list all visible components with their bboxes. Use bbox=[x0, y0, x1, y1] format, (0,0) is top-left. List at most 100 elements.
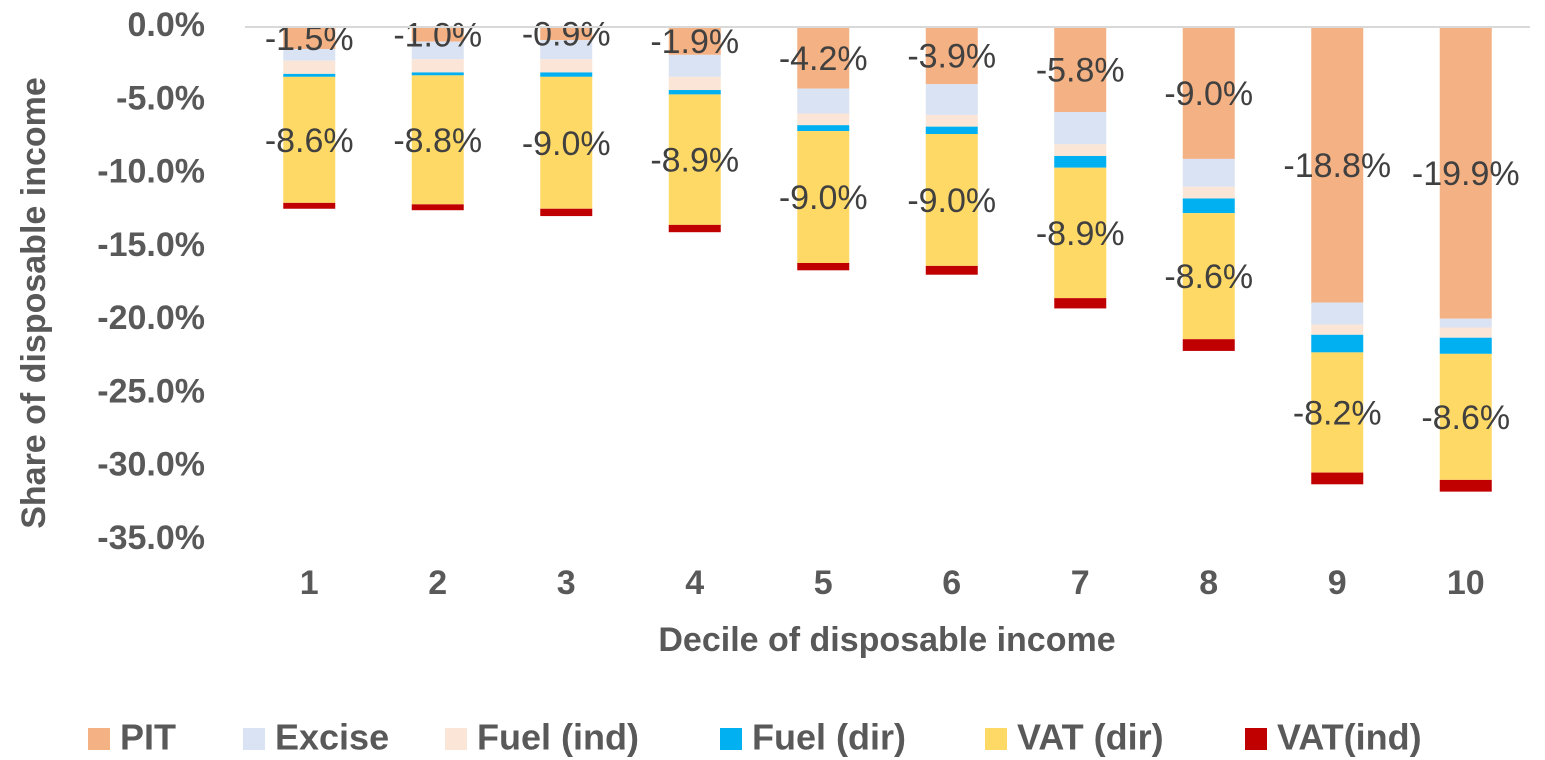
y-tick-label: -10.0% bbox=[97, 153, 205, 191]
bar-segment bbox=[1439, 27, 1492, 319]
bar-segment bbox=[540, 40, 593, 60]
data-label: -9.0% bbox=[779, 179, 868, 217]
bar-segment bbox=[1054, 155, 1107, 168]
bar-segment bbox=[1054, 27, 1107, 113]
x-axis-title: Decile of disposable income bbox=[658, 621, 1115, 659]
data-label: -8.2% bbox=[1293, 394, 1382, 432]
x-tick-label: 3 bbox=[557, 564, 576, 602]
data-label: -1.0% bbox=[393, 16, 482, 54]
data-label: -3.9% bbox=[907, 38, 996, 76]
bar-segment bbox=[411, 75, 464, 205]
bar-segment bbox=[411, 27, 464, 42]
legend-swatch bbox=[445, 728, 467, 750]
data-label: -8.8% bbox=[393, 122, 482, 160]
data-label: -18.8% bbox=[1283, 147, 1391, 185]
data-label: -8.9% bbox=[650, 142, 739, 180]
bar-segment bbox=[925, 126, 978, 134]
bar-segment bbox=[283, 73, 336, 77]
x-tick-label: 8 bbox=[1199, 564, 1218, 602]
x-tick-label: 2 bbox=[428, 564, 447, 602]
x-tick-label: 9 bbox=[1328, 564, 1347, 602]
x-tick-label: 1 bbox=[300, 564, 319, 602]
bar-segment bbox=[1182, 158, 1235, 187]
legend-label: Fuel (dir) bbox=[752, 717, 906, 758]
legend-label: Fuel (ind) bbox=[477, 717, 639, 758]
legend-label: VAT(ind) bbox=[1277, 717, 1422, 758]
legend-swatch bbox=[88, 728, 110, 750]
bar-segment bbox=[1182, 27, 1235, 159]
bar-segment bbox=[1439, 337, 1492, 354]
bar-segment bbox=[1054, 167, 1107, 299]
bar-segment bbox=[1439, 479, 1492, 492]
bar-segment bbox=[1182, 186, 1235, 199]
bar-segment bbox=[925, 27, 978, 85]
bar-segment bbox=[411, 41, 464, 60]
y-tick-label: -5.0% bbox=[116, 79, 205, 117]
data-label: -19.9% bbox=[1412, 155, 1520, 193]
bar-segment bbox=[411, 204, 464, 211]
bar-segment bbox=[540, 72, 593, 77]
data-label: -1.5% bbox=[265, 20, 354, 58]
data-label: -5.8% bbox=[1036, 51, 1125, 89]
bar-segment bbox=[797, 113, 850, 126]
bar-segment bbox=[283, 202, 336, 209]
bar-segment bbox=[668, 90, 721, 95]
bar-segment bbox=[668, 76, 721, 91]
bar-segment bbox=[411, 72, 464, 76]
bar-segment bbox=[1311, 334, 1364, 353]
y-tick-label: -20.0% bbox=[97, 299, 205, 337]
bar-segment bbox=[540, 208, 593, 217]
bar-segment bbox=[797, 27, 850, 89]
legend-label: Excise bbox=[275, 717, 389, 758]
data-label: -9.0% bbox=[1164, 75, 1253, 113]
bar-segment bbox=[283, 27, 336, 49]
data-label: -4.2% bbox=[779, 40, 868, 78]
bar-segment bbox=[1311, 324, 1364, 335]
bar-segment bbox=[668, 27, 721, 55]
x-tick-label: 7 bbox=[1071, 564, 1090, 602]
y-tick-label: -25.0% bbox=[97, 372, 205, 410]
data-label: -8.6% bbox=[1421, 399, 1510, 437]
bar-segment bbox=[668, 54, 721, 77]
bar-segment bbox=[925, 133, 978, 266]
x-tick-label: 5 bbox=[814, 564, 833, 602]
bar-segment bbox=[540, 27, 593, 41]
bar-segment bbox=[1311, 472, 1364, 485]
bar-segment bbox=[540, 76, 593, 209]
bar-segment bbox=[1311, 302, 1364, 325]
legend-swatch bbox=[720, 728, 742, 750]
y-tick-label: -15.0% bbox=[97, 226, 205, 264]
bar-segment bbox=[1439, 318, 1492, 328]
legend-swatch bbox=[243, 728, 265, 750]
bar-segment bbox=[1439, 327, 1492, 338]
x-tick-label: 4 bbox=[685, 564, 704, 602]
bar-segment bbox=[1311, 27, 1364, 303]
data-label: -9.0% bbox=[522, 125, 611, 163]
y-tick-label: 0.0% bbox=[128, 6, 206, 44]
bar-segment bbox=[283, 76, 336, 203]
bar-segment bbox=[925, 114, 978, 127]
bar-segment bbox=[540, 59, 593, 73]
bar-segment bbox=[283, 60, 336, 74]
data-label: -1.9% bbox=[650, 23, 739, 61]
y-axis-title: Share of disposable income bbox=[15, 77, 53, 529]
y-tick-label: -30.0% bbox=[97, 446, 205, 484]
bar-segment bbox=[925, 84, 978, 115]
data-label: -0.9% bbox=[522, 16, 611, 54]
legend-label: PIT bbox=[120, 717, 176, 758]
bar-segment bbox=[668, 94, 721, 225]
data-label: -8.6% bbox=[265, 122, 354, 160]
bar-segment bbox=[797, 125, 850, 132]
y-tick-label: -35.0% bbox=[97, 519, 205, 557]
legend-swatch bbox=[1245, 728, 1267, 750]
bar-segment bbox=[925, 265, 978, 275]
bar-segment bbox=[797, 262, 850, 271]
data-label: -8.6% bbox=[1164, 258, 1253, 296]
bar-segment bbox=[1439, 353, 1492, 480]
bar-segment bbox=[1182, 213, 1235, 340]
legend-swatch bbox=[985, 728, 1007, 750]
bar-segment bbox=[1182, 339, 1235, 351]
data-label: -8.9% bbox=[1036, 215, 1125, 253]
data-label: -9.0% bbox=[907, 182, 996, 220]
bar-segment bbox=[1054, 298, 1107, 309]
